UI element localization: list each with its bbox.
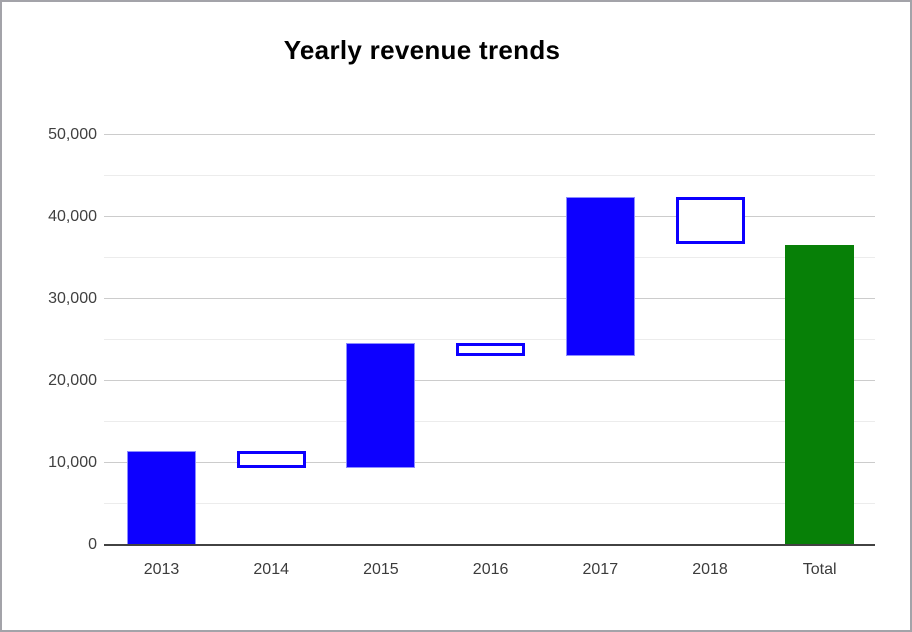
gridline-major — [104, 380, 875, 382]
y-axis-tick-label: 40,000 — [48, 207, 97, 225]
y-axis-tick-label: 50,000 — [48, 125, 97, 143]
y-axis-tick-label: 10,000 — [48, 453, 97, 471]
gridline-major — [104, 134, 875, 136]
gridline-major — [104, 216, 875, 218]
gridline-minor — [104, 339, 875, 341]
bar-total[interactable] — [785, 245, 855, 545]
bar-2014[interactable] — [236, 450, 306, 468]
bar-2016[interactable] — [456, 343, 526, 357]
x-axis-line — [104, 544, 875, 546]
x-axis-category-label: 2014 — [253, 561, 289, 578]
x-axis-category-label: 2015 — [363, 561, 399, 578]
gridline-major — [104, 462, 875, 464]
x-axis-category-label: Total — [802, 561, 837, 578]
gridline-minor — [104, 257, 875, 259]
x-axis-category-label: 2013 — [143, 561, 180, 578]
gridline-minor — [104, 503, 875, 505]
bar-2018[interactable] — [675, 197, 745, 244]
x-axis-category-label: 2016 — [472, 561, 509, 578]
bar-2015[interactable] — [346, 343, 416, 468]
gridline-major — [104, 298, 875, 300]
bar-2017[interactable] — [565, 197, 635, 357]
x-axis-category-label: 2018 — [692, 561, 728, 578]
bar-2013[interactable] — [127, 450, 196, 545]
x-axis-category-label: 2017 — [582, 561, 619, 578]
y-axis-tick-label: 0 — [88, 536, 97, 553]
y-axis-tick-label: 30,000 — [48, 289, 97, 307]
chart-title: Yearly revenue trends — [283, 35, 561, 65]
y-axis-tick-label: 20,000 — [48, 371, 97, 389]
gridline-minor — [104, 175, 875, 177]
gridline-minor — [104, 421, 875, 423]
